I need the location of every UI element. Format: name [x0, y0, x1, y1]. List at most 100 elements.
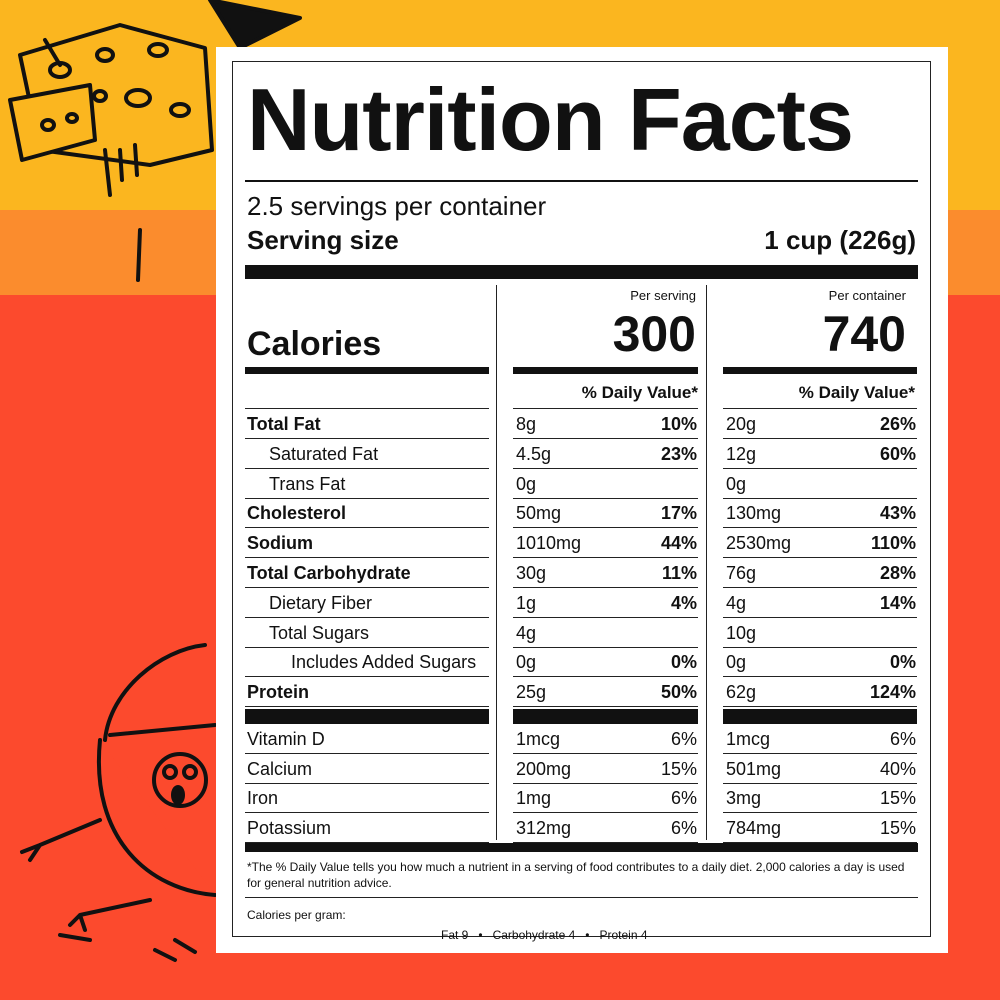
- nutrient-name: Saturated Fat: [269, 443, 379, 464]
- row-divider: [723, 782, 917, 784]
- vitamin-row: Iron 1mg 6% 3mg 15%: [233, 783, 932, 813]
- thick-divider: [245, 843, 918, 852]
- row-divider: [513, 646, 698, 648]
- serving-amount: 1mg: [516, 788, 552, 808]
- divider: [513, 408, 698, 409]
- nutrient-row: Protein 25g 50% 62g 124%: [233, 677, 932, 708]
- row-divider: [723, 438, 917, 439]
- nutrient-name: Dietary Fiber: [269, 592, 373, 613]
- nutrient-row: Total Sugars 4g 10g: [233, 618, 932, 648]
- row-divider: [245, 557, 489, 559]
- row-divider: [513, 616, 698, 618]
- container-daily-value: 15%: [879, 788, 916, 808]
- serving-amount: 4.5g: [516, 443, 552, 464]
- serving-amount: 25g: [516, 682, 547, 703]
- serving-daily-value: 6%: [670, 729, 697, 749]
- container-amount: 130mg: [726, 503, 782, 524]
- serving-daily-value: 6%: [670, 788, 697, 808]
- nutrient-row: Dietary Fiber 1g 4% 4g 14%: [233, 588, 932, 618]
- column-divider: [496, 285, 497, 840]
- row-divider: [723, 753, 917, 754]
- divider: [723, 367, 917, 374]
- nutrition-facts-label: Nutrition Facts 2.5 servings per contain…: [232, 61, 932, 942]
- container-amount: 76g: [726, 563, 757, 583]
- row-divider: [245, 467, 489, 469]
- daily-value-header-serving: % Daily Value*: [581, 383, 698, 402]
- serving-daily-value: 15%: [660, 758, 697, 779]
- row-divider: [245, 646, 489, 648]
- container-daily-value: 14%: [879, 592, 916, 613]
- row-divider: [245, 587, 489, 588]
- container-daily-value: 110%: [870, 533, 916, 554]
- row-divider: [513, 527, 698, 529]
- row-divider: [513, 753, 698, 754]
- serving-daily-value: 4%: [670, 592, 697, 613]
- row-divider: [513, 782, 698, 784]
- nutrient-name: Total Carbohydrate: [247, 563, 411, 583]
- calories-per-gram-values: Fat 9 • Carbohydrate 4 • Protein 4: [441, 928, 648, 942]
- container-daily-value: 28%: [879, 563, 916, 583]
- container-daily-value: 6%: [889, 729, 916, 749]
- row-divider: [245, 841, 489, 843]
- nutrient-name: Trans Fat: [269, 473, 346, 494]
- per-container-header: Per container: [828, 288, 906, 303]
- label-title: Nutrition Facts: [247, 70, 854, 169]
- divider: [245, 180, 918, 182]
- serving-amount: 4g: [516, 622, 537, 643]
- nutrient-row: Saturated Fat 4.5g 23% 12g 60%: [233, 439, 932, 469]
- row-divider: [513, 676, 698, 678]
- container-daily-value: 60%: [879, 443, 916, 464]
- serving-daily-value: 44%: [660, 533, 697, 554]
- container-daily-value: 0%: [889, 652, 916, 673]
- per-serving-header: Per serving: [630, 288, 696, 303]
- row-divider: [513, 812, 698, 813]
- container-daily-value: 124%: [869, 682, 916, 703]
- nutrient-name: Total Fat: [247, 414, 321, 434]
- carbohydrate-per-gram: Carbohydrate 4: [492, 928, 576, 942]
- serving-daily-value: 50%: [660, 682, 697, 703]
- serving-amount: 1g: [516, 592, 537, 613]
- serving-daily-value: 6%: [670, 817, 697, 838]
- row-divider: [513, 438, 698, 439]
- divider: [245, 709, 489, 724]
- container-amount: 4g: [726, 592, 747, 613]
- divider: [245, 897, 918, 898]
- container-daily-value: 43%: [879, 503, 916, 524]
- serving-amount: 30g: [516, 563, 547, 583]
- serving-amount: 312mg: [516, 817, 572, 838]
- serving-amount: 1010mg: [516, 533, 582, 554]
- row-divider: [723, 527, 917, 529]
- serving-daily-value: 17%: [660, 503, 697, 524]
- row-divider: [245, 676, 489, 678]
- container-amount: 10g: [726, 622, 757, 643]
- serving-amount: 50mg: [516, 503, 562, 524]
- nutrient-name: Iron: [247, 788, 279, 808]
- container-daily-value: 26%: [879, 414, 916, 434]
- serving-amount: 8g: [516, 414, 537, 434]
- row-divider: [245, 497, 489, 499]
- nutrient-row: Total Carbohydrate 30g 11% 76g 28%: [233, 558, 932, 588]
- nutrient-name: Includes Added Sugars: [291, 652, 477, 673]
- row-divider: [513, 841, 698, 843]
- container-amount: 784mg: [726, 817, 782, 838]
- row-divider: [245, 616, 489, 618]
- divider: [245, 367, 489, 374]
- nutrient-row: Cholesterol 50mg 17% 130mg 43%: [233, 498, 932, 529]
- servings-per-container: 2.5 servings per container: [247, 191, 547, 221]
- container-amount: 0g: [726, 473, 747, 494]
- row-divider: [723, 841, 917, 843]
- serving-amount: 0g: [516, 652, 537, 673]
- nutrient-name: Total Sugars: [269, 622, 370, 643]
- row-divider: [723, 587, 917, 588]
- row-divider: [723, 497, 917, 499]
- serving-size-label: Serving size: [247, 225, 399, 255]
- vitamin-row: Vitamin D 1mcg 6% 1mcg 6%: [233, 724, 932, 754]
- row-divider: [245, 782, 489, 784]
- container-amount: 20g: [726, 414, 757, 434]
- row-divider: [245, 527, 489, 529]
- divider: [723, 408, 917, 409]
- container-amount: 3mg: [726, 788, 762, 808]
- container-amount: 0g: [726, 652, 747, 673]
- separator-dot: •: [585, 928, 590, 942]
- row-divider: [513, 706, 698, 708]
